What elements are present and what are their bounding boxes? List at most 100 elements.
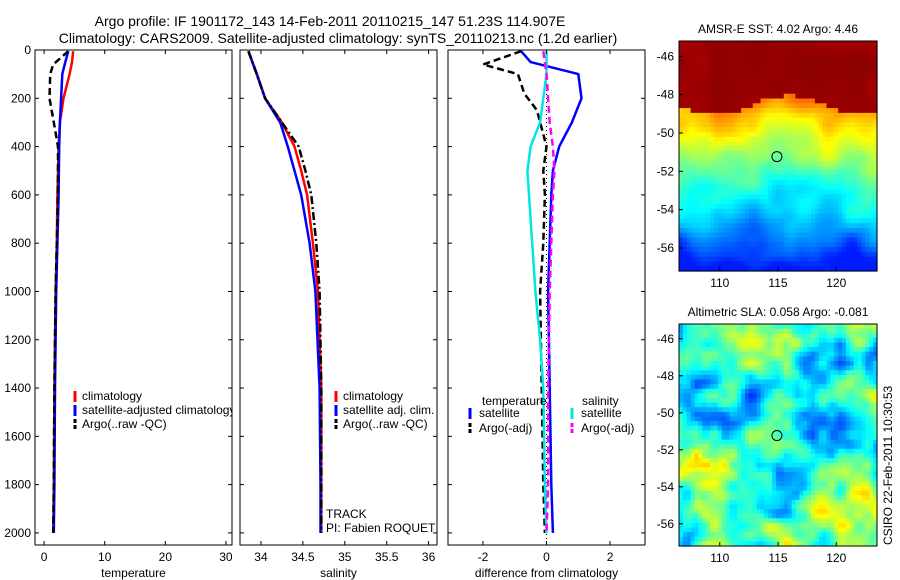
heatmap-cell (764, 170, 769, 176)
heatmap-cell (737, 232, 742, 239)
heatmap-cell (857, 251, 863, 258)
heatmap-cell (748, 251, 754, 258)
heatmap-cell (725, 55, 731, 61)
heatmap-cell (737, 199, 742, 205)
heatmap-cell (733, 388, 738, 394)
heatmap-cell (803, 379, 808, 385)
heatmap-cell (799, 495, 804, 501)
heatmap-cell (803, 203, 808, 210)
heatmap-cell (776, 151, 781, 157)
heatmap-cell (849, 509, 855, 515)
heatmap-cell (811, 74, 816, 80)
heatmap-cell (710, 218, 715, 224)
heatmap-cell (694, 421, 700, 427)
figure-title-line1: Argo profile: IF 1901172_143 14-Feb-2011… (95, 13, 566, 29)
heatmap-cell (779, 74, 785, 80)
heatmap-cell (682, 136, 688, 143)
heatmap-cell (756, 425, 762, 431)
heatmap-cell (842, 402, 847, 408)
heatmap-cell (807, 45, 812, 52)
heatmap-cell (811, 499, 816, 505)
heatmap-cell (725, 199, 731, 205)
heatmap-cell (857, 151, 863, 157)
heatmap-cell (849, 136, 855, 143)
heatmap-cell (698, 333, 703, 339)
sst_map-heatmap-cells (679, 41, 878, 272)
heatmap-cell (745, 84, 750, 90)
heatmap-cell (772, 251, 777, 258)
heatmap-cell (772, 448, 777, 455)
heatmap-cell (748, 374, 754, 381)
heatmap-cell (764, 175, 769, 181)
heatmap-cell (818, 156, 824, 162)
heatmap-cell (764, 84, 769, 90)
heatmap-cell (818, 151, 824, 157)
heatmap-cell (748, 141, 754, 148)
heatmap-cell (682, 337, 688, 344)
heatmap-cell (721, 472, 727, 478)
heatmap-cell (686, 458, 692, 464)
heatmap-cell (772, 328, 777, 334)
heatmap-cell (791, 141, 797, 148)
heatmap-cell (791, 232, 797, 239)
heatmap-cell (679, 536, 684, 542)
heatmap-cell (861, 45, 866, 52)
heatmap-cell (682, 384, 688, 390)
heatmap-cell (682, 232, 688, 239)
heatmap-cell (842, 175, 847, 181)
heatmap-cell (869, 261, 874, 267)
heatmap-cell (690, 213, 696, 219)
heatmap-cell (826, 112, 832, 119)
heatmap-cell (725, 136, 731, 143)
heatmap-cell (799, 251, 804, 258)
heatmap-cell (807, 518, 812, 524)
heatmap-cell (834, 324, 839, 330)
heatmap-cell (706, 122, 711, 128)
heatmap-cell (745, 79, 750, 85)
heatmap-cell (811, 458, 816, 464)
heatmap-cell (857, 490, 863, 496)
heatmap-cell (694, 247, 700, 253)
heatmap-cell (768, 458, 773, 464)
heatmap-cell (745, 495, 750, 501)
heatmap-cell (803, 41, 808, 47)
heatmap-cell (706, 160, 711, 167)
heatmap-cell (849, 328, 855, 334)
heatmap-cell (795, 74, 800, 80)
heatmap-cell (737, 467, 742, 473)
heatmap-cell (682, 499, 688, 505)
heatmap-cell (857, 495, 863, 501)
heatmap-cell (702, 411, 707, 418)
heatmap-cell (768, 453, 773, 459)
heatmap-cell (845, 472, 851, 478)
heatmap-cell (818, 328, 824, 334)
heatmap-cell (756, 342, 762, 348)
heatmap-cell (783, 208, 789, 215)
heatmap-cell (760, 122, 766, 128)
heatmap-cell (745, 347, 750, 353)
heatmap-cell (842, 481, 847, 487)
heatmap-cell (869, 328, 874, 334)
heatmap-cell (838, 55, 843, 61)
heatmap-cell (865, 504, 870, 510)
heatmap-cell (818, 481, 824, 487)
heatmap-cell (702, 407, 707, 413)
heatmap-cell (690, 328, 696, 334)
heatmap-cell (706, 472, 711, 478)
heatmap-cell (694, 156, 700, 162)
heatmap-cell (764, 251, 769, 258)
heatmap-cell (768, 227, 773, 234)
heatmap-cell (830, 430, 835, 436)
heatmap-cell (791, 112, 797, 119)
heatmap-cell (725, 439, 731, 445)
heatmap-cell (679, 527, 684, 533)
heatmap-cell (745, 509, 750, 515)
heatmap-cell (826, 247, 832, 253)
heatmap-cell (830, 467, 835, 473)
heatmap-cell (682, 93, 688, 100)
heatmap-cell (729, 127, 734, 133)
heatmap-cell (690, 165, 696, 171)
heatmap-cell (873, 136, 878, 143)
heatmap-cell (799, 74, 804, 80)
heatmap-cell (756, 398, 762, 404)
